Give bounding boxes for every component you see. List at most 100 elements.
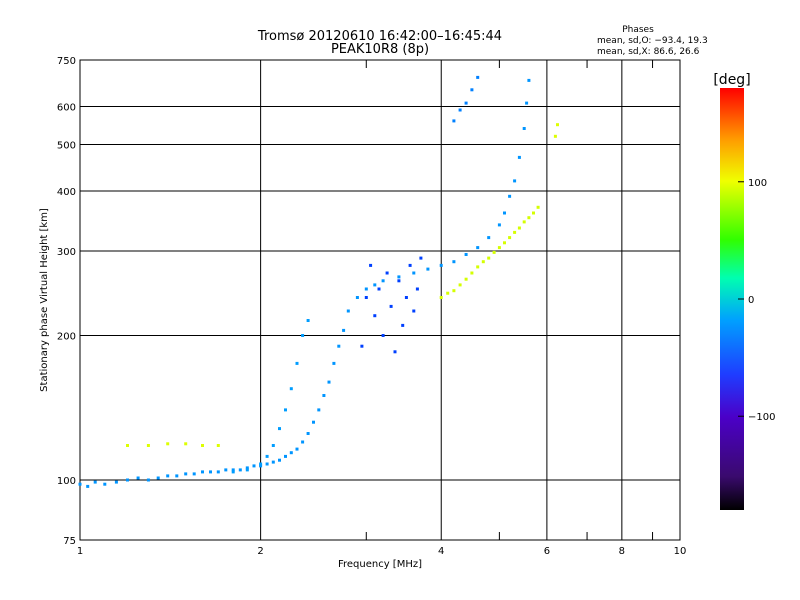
grid-lines bbox=[80, 60, 680, 540]
data-point bbox=[126, 444, 129, 447]
data-point bbox=[464, 253, 468, 256]
data-point bbox=[295, 447, 299, 451]
data-point bbox=[265, 462, 269, 466]
data-point bbox=[497, 223, 501, 227]
y-tick-label: 500 bbox=[57, 141, 76, 152]
data-point bbox=[408, 263, 412, 267]
data-point bbox=[446, 291, 450, 295]
y-axis-ticks: 75 100 200 300 400 500 600 750 bbox=[57, 56, 76, 547]
data-point bbox=[355, 296, 359, 299]
data-point bbox=[306, 432, 310, 435]
y-tick-label: 75 bbox=[63, 536, 76, 547]
x-tick-label: 6 bbox=[544, 546, 550, 557]
data-point bbox=[487, 256, 491, 260]
data-point bbox=[332, 361, 336, 365]
data-point bbox=[146, 444, 150, 447]
colorbar-label: [deg] bbox=[713, 72, 750, 88]
data-point bbox=[216, 444, 220, 447]
data-point bbox=[259, 462, 263, 466]
x-axis-label: Frequency [MHz] bbox=[338, 559, 422, 570]
data-point bbox=[342, 328, 346, 332]
plot-frame bbox=[79, 59, 681, 541]
data-point bbox=[481, 260, 485, 264]
data-point bbox=[476, 265, 480, 269]
data-point bbox=[452, 289, 456, 293]
y-tick-label: 200 bbox=[57, 332, 76, 343]
phases-title: Phases bbox=[622, 25, 654, 35]
data-point bbox=[284, 454, 287, 458]
data-point bbox=[470, 271, 474, 275]
x-tick-label: 1 bbox=[77, 546, 83, 557]
data-point bbox=[216, 470, 220, 474]
x-tick-label: 8 bbox=[619, 546, 625, 557]
data-point bbox=[312, 420, 315, 424]
data-point bbox=[373, 314, 377, 318]
data-point bbox=[126, 478, 129, 482]
data-point bbox=[224, 468, 228, 472]
data-point bbox=[238, 468, 242, 472]
data-point bbox=[252, 464, 256, 468]
data-point bbox=[360, 344, 364, 348]
data-point bbox=[503, 211, 506, 215]
data-point bbox=[295, 361, 299, 365]
data-point bbox=[513, 179, 517, 183]
data-point bbox=[322, 394, 326, 397]
data-point bbox=[289, 387, 293, 391]
data-point bbox=[415, 287, 419, 291]
data-point bbox=[458, 108, 462, 112]
data-point bbox=[508, 236, 512, 240]
data-point bbox=[306, 319, 310, 322]
x-tick-label: 2 bbox=[257, 546, 263, 557]
phases-x-stats: mean, sd,X: 86.6, 26.6 bbox=[597, 47, 700, 57]
data-point bbox=[93, 480, 97, 484]
data-point bbox=[397, 279, 401, 283]
data-point bbox=[284, 408, 287, 412]
data-point bbox=[245, 466, 249, 470]
data-point bbox=[426, 267, 430, 271]
data-point bbox=[553, 134, 557, 138]
scatter-points bbox=[78, 75, 559, 488]
chart-title: Tromsø 20120610 16:42:00–16:45:44 bbox=[257, 29, 502, 44]
data-point bbox=[201, 470, 204, 474]
phases-o-stats: mean, sd,O: −93.4, 19.3 bbox=[597, 36, 708, 46]
data-point bbox=[527, 216, 531, 220]
data-point bbox=[377, 287, 381, 291]
data-point bbox=[439, 296, 443, 299]
data-point bbox=[209, 470, 212, 474]
data-point bbox=[301, 334, 305, 337]
data-point bbox=[522, 220, 526, 224]
data-point bbox=[492, 250, 496, 254]
data-point bbox=[476, 246, 480, 250]
data-point bbox=[146, 478, 150, 482]
data-point bbox=[381, 279, 385, 283]
data-point bbox=[301, 440, 305, 444]
x-axis-ticks: 1 2 4 6 8 10 bbox=[77, 60, 686, 557]
data-point bbox=[503, 241, 506, 245]
data-point bbox=[259, 464, 263, 468]
data-point bbox=[289, 451, 293, 455]
data-point bbox=[373, 283, 377, 287]
y-tick-label: 400 bbox=[57, 187, 76, 198]
data-point bbox=[525, 101, 529, 105]
data-point bbox=[527, 78, 531, 82]
data-point bbox=[265, 454, 269, 458]
data-point bbox=[389, 304, 393, 308]
y-axis-label: Stationary phase Virtual Height [km] bbox=[39, 208, 50, 392]
data-point bbox=[175, 474, 179, 478]
data-point bbox=[136, 476, 140, 480]
data-point bbox=[192, 472, 196, 476]
data-point bbox=[439, 263, 443, 267]
data-point bbox=[278, 458, 281, 462]
data-point bbox=[369, 263, 373, 267]
data-point bbox=[317, 408, 321, 412]
data-point bbox=[231, 468, 235, 472]
data-point bbox=[364, 287, 368, 291]
data-point bbox=[464, 277, 468, 281]
data-point bbox=[458, 283, 462, 287]
data-point bbox=[278, 427, 281, 431]
colorbar-ticks: 100 0 −100 bbox=[738, 178, 775, 423]
chart-subtitle: PEAK10R8 (8p) bbox=[331, 42, 429, 57]
data-point bbox=[517, 155, 521, 159]
colorbar-tick-label: 0 bbox=[748, 295, 754, 306]
